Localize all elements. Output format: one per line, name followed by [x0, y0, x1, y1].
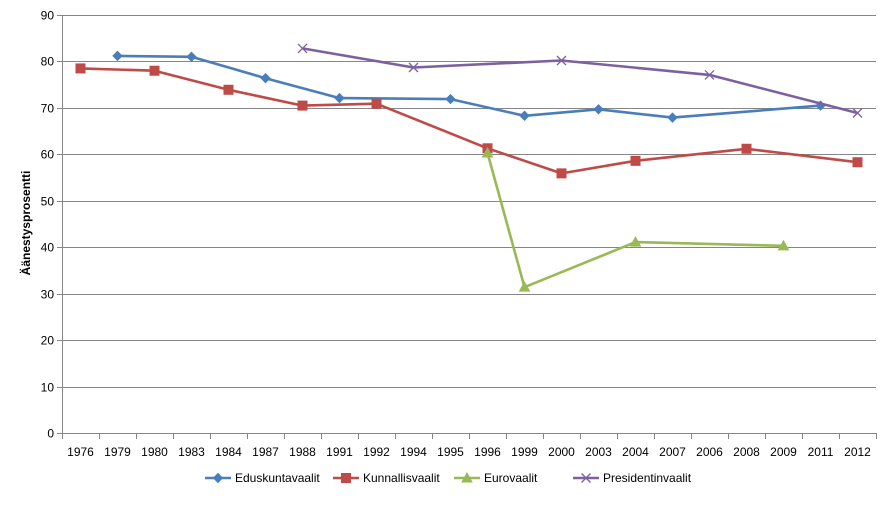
legend: Eduskuntavaalit Kunnallisvaalit Eurovaalit… [205, 471, 692, 485]
point-presidentinvaalit-1994 [408, 62, 419, 73]
point-eurovaalit-1996 [481, 146, 494, 158]
point-presidentinvaalit-2006-b [704, 69, 715, 80]
legend-label-presidentinvaalit: Presidentinvaalit [603, 471, 692, 485]
legend-label-eduskuntavaalit: Eduskuntavaalit [235, 471, 320, 485]
series-eurovaalit [481, 146, 790, 292]
legend-marker-kunnallisvaalit [341, 473, 351, 483]
x-tick-label-2004: 2004 [622, 445, 649, 459]
point-kunnallisvaalit-1980 [149, 65, 160, 76]
x-tick-label-1995: 1995 [437, 445, 464, 459]
y-tick-label-40: 40 [41, 241, 55, 255]
point-presidentinvaalit-2000-b [556, 55, 567, 66]
series-lines [75, 43, 863, 292]
y-tick-label-30: 30 [41, 288, 55, 302]
x-tick-label-1994: 1994 [400, 445, 427, 459]
y-tick-label-90: 90 [41, 9, 55, 23]
point-presidentinvaalit-2006 [704, 69, 715, 80]
point-presidentinvaalit-1988-b [297, 43, 308, 54]
x-tick-label-2012: 2012 [844, 445, 871, 459]
x-tick-label-2011: 2011 [808, 445, 834, 459]
x-tick-labels: 1976 1979 1980 1983 1984 1987 1988 1991 1992 1994… [67, 445, 871, 459]
series-line-eurovaalit [486, 152, 784, 289]
legend-marker-eurovaalit [461, 471, 473, 483]
point-eduskuntavaalit-1995 [445, 93, 456, 105]
x-tick-label-2006: 2006 [696, 445, 723, 459]
point-eduskuntavaalit-2007 [667, 112, 678, 123]
legend-item-eduskuntavaalit: Eduskuntavaalit [205, 471, 320, 485]
point-presidentinvaalit-2000 [556, 55, 567, 66]
point-kunnallisvaalit-1976 [75, 63, 86, 74]
point-kunnallisvaalit-1984 [223, 84, 234, 95]
y-tick-label-0: 0 [47, 427, 54, 441]
y-tick-label-80: 80 [41, 55, 55, 69]
point-kunnallisvaalit-2012 [852, 157, 863, 168]
y-tick-label-20: 20 [41, 334, 55, 348]
x-tick-label-1999: 1999 [511, 445, 538, 459]
y-tick-label-50: 50 [41, 195, 55, 209]
y-tick-labels: 0 10 20 30 40 50 60 70 80 90 [41, 9, 55, 441]
x-tick-label-1983: 1983 [178, 445, 205, 459]
point-eduskuntavaalit-1991 [334, 92, 345, 104]
point-presidentinvaalit-1988 [297, 43, 308, 54]
axes [57, 15, 877, 439]
y-tick-label-60: 60 [41, 148, 55, 162]
point-presidentinvaalit-1994-b [408, 62, 419, 73]
x-tick-label-2008: 2008 [733, 445, 760, 459]
legend-item-eurovaalit: Eurovaalit [454, 471, 538, 485]
y-tick-label-10: 10 [41, 381, 55, 395]
point-kunnallisvaalit-1992 [371, 98, 382, 109]
point-eurovaalit-2009 [777, 239, 790, 251]
x-tick-label-1988: 1988 [289, 445, 316, 459]
legend-item-kunnallisvaalit: Kunnallisvaalit [333, 471, 440, 485]
x-tick-label-2003: 2003 [585, 445, 612, 459]
x-tick-label-1987: 1987 [252, 445, 279, 459]
point-kunnallisvaalit-2008 [741, 143, 752, 154]
x-tick-label-1980: 1980 [141, 445, 168, 459]
x-tick-label-1979: 1979 [104, 445, 131, 459]
series-line-kunnallisvaalit [80, 67, 858, 175]
legend-marker-eduskuntavaalit [212, 472, 224, 484]
x-tick-label-1992: 1992 [363, 445, 390, 459]
point-eduskuntavaalit-1979 [112, 50, 123, 62]
point-kunnallisvaalit-2004 [630, 155, 641, 166]
point-kunnallisvaalit-2000 [556, 168, 567, 179]
x-tick-label-1976: 1976 [67, 445, 94, 459]
point-presidentinvaalit-2012 [852, 108, 863, 118]
legend-label-eurovaalit: Eurovaalit [484, 471, 538, 485]
legend-label-kunnallisvaalit: Kunnallisvaalit [363, 471, 440, 485]
x-tick-label-2000: 2000 [548, 445, 575, 459]
point-eduskuntavaalit-2003 [593, 104, 604, 115]
x-tick-label-1991: 1991 [326, 445, 353, 459]
gridlines [62, 15, 876, 388]
legend-item-presidentinvaalit: Presidentinvaalit [573, 471, 692, 485]
series-kunnallisvaalit [75, 63, 863, 179]
point-eurovaalit-2004 [629, 236, 642, 247]
y-axis-label: Äänestysprosentti [18, 171, 33, 276]
point-eduskuntavaalit-1987 [260, 72, 271, 84]
point-eduskuntavaalit-1999 [519, 110, 530, 121]
point-eduskuntavaalit-1983 [186, 51, 197, 63]
x-tick-label-2009: 2009 [770, 445, 797, 459]
point-eurovaalit-1999 [518, 281, 531, 292]
x-tick-label-1984: 1984 [215, 445, 242, 459]
point-kunnallisvaalit-1988 [297, 100, 308, 111]
y-tick-label-70: 70 [41, 102, 55, 116]
point-presidentinvaalit-2012-b [852, 108, 863, 118]
legend-marker-presidentinvaalit [581, 473, 591, 483]
x-tick-label-1996: 1996 [474, 445, 501, 459]
x-tick-label-2007: 2007 [659, 445, 686, 459]
legend-marker-presidentinvaalit-b [581, 473, 591, 483]
series-presidentinvaalit [297, 43, 863, 118]
